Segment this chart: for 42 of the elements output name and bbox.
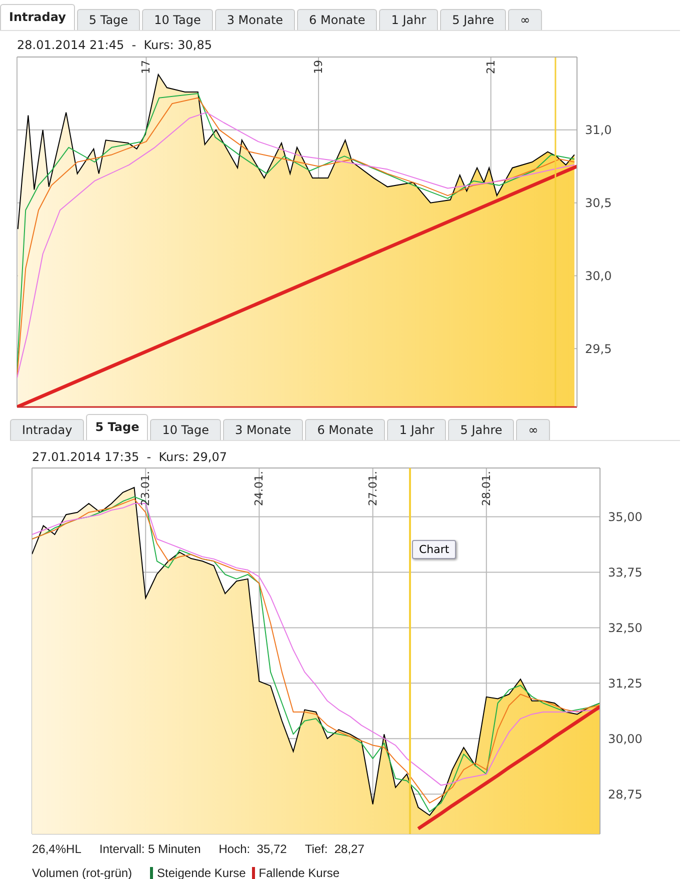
text: 6 Monate [305,419,386,440]
text: ∞ [516,419,550,440]
text: Intervall: 5 Minuten [99,842,201,856]
text: 10 Tage [142,9,213,30]
y-tick-label: 30,5 [585,196,612,210]
x-tick-label: 28.01. [480,471,493,506]
text: ∞ [508,9,542,30]
text: 3 Monate [223,419,304,440]
text: 5 Jahre [440,9,506,30]
text: 1 Jahr [387,419,446,440]
text: Tief: 28,27 [304,842,364,856]
chart-title: 27.01.2014 17:35 - Kurs: 29,07 [32,450,227,464]
y-tick-label: 30,00 [608,732,642,746]
y-tick-label: 28,75 [608,787,642,802]
text: 10 Tage [150,419,221,440]
y-tick-label: 31,0 [585,123,612,138]
text: 6 Monate [297,9,378,30]
y-tick-label: 32,50 [608,620,642,635]
y-tick-label: 30,0 [585,269,612,284]
text: Intraday [0,4,75,30]
chart-title: 28.01.2014 21:45 - Kurs: 30,85 [17,38,212,52]
line-series [416,704,600,830]
y-tick-label: 29,5 [585,342,612,356]
x-tick-label: 24.01. [252,471,266,506]
annotation: Chart [412,540,456,559]
x-tick-label: 27.01. [366,471,380,506]
text: 1 Jahr [379,9,438,30]
text: 3 Monate [214,9,296,30]
y-tick-label: 33,75 [608,566,642,580]
y-tick-label: 31,25 [608,676,642,690]
x-tick-label: 23.01. [139,471,152,506]
text: Fallende Kurse [258,866,340,879]
text: Intraday [10,419,84,440]
text: Hoch: 35,72 [218,842,287,856]
text: 5 Tage [76,9,140,30]
x-tick-label: 21 [484,60,498,74]
y-tick-label: 35,00 [608,510,642,524]
x-tick-label: 17 [140,60,153,74]
text: 5 Tage [86,414,148,440]
text: 5 Jahre [448,419,514,440]
x-tick-label: 19 [312,60,326,74]
text: 26,4%HL [32,842,82,856]
